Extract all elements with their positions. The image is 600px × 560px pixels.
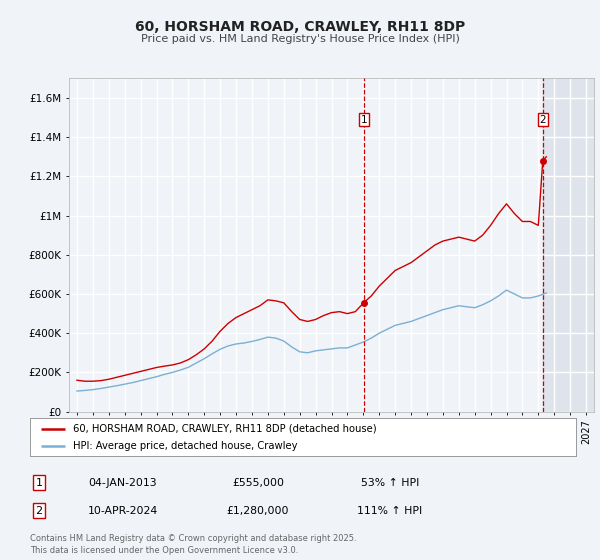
Text: 111% ↑ HPI: 111% ↑ HPI <box>358 506 422 516</box>
Text: £1,280,000: £1,280,000 <box>227 506 289 516</box>
Text: 1: 1 <box>35 478 43 488</box>
Text: HPI: Average price, detached house, Crawley: HPI: Average price, detached house, Craw… <box>73 441 297 451</box>
Text: 2: 2 <box>35 506 43 516</box>
Text: 60, HORSHAM ROAD, CRAWLEY, RH11 8DP: 60, HORSHAM ROAD, CRAWLEY, RH11 8DP <box>135 20 465 34</box>
Text: Contains HM Land Registry data © Crown copyright and database right 2025.
This d: Contains HM Land Registry data © Crown c… <box>30 534 356 555</box>
Bar <box>543 78 594 412</box>
Text: 1: 1 <box>361 115 367 124</box>
Text: 53% ↑ HPI: 53% ↑ HPI <box>361 478 419 488</box>
Text: 60, HORSHAM ROAD, CRAWLEY, RH11 8DP (detached house): 60, HORSHAM ROAD, CRAWLEY, RH11 8DP (det… <box>73 423 376 433</box>
Text: 04-JAN-2013: 04-JAN-2013 <box>89 478 157 488</box>
Text: £555,000: £555,000 <box>232 478 284 488</box>
Text: 2: 2 <box>539 115 546 124</box>
Text: Price paid vs. HM Land Registry's House Price Index (HPI): Price paid vs. HM Land Registry's House … <box>140 34 460 44</box>
Text: 10-APR-2024: 10-APR-2024 <box>88 506 158 516</box>
